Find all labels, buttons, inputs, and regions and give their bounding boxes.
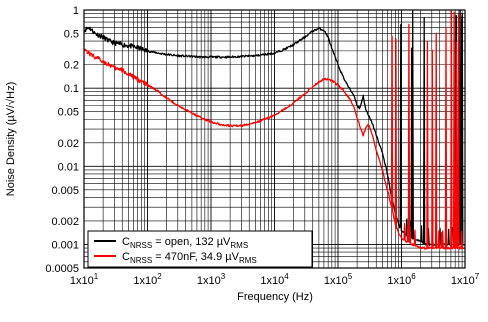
y-tick-label: 0.01	[58, 161, 79, 173]
legend-entry-1: CNRSS = open, 132 µVRMS	[122, 236, 248, 250]
y-tick-label: 0.05	[58, 107, 79, 119]
y-tick-label: 0.001	[51, 239, 79, 251]
x-tick-label: 1x106	[387, 272, 416, 287]
x-tick-label: 1x102	[133, 272, 162, 287]
plot-frame	[83, 9, 466, 269]
x-tick-label: 1x105	[324, 272, 353, 287]
x-tick-labels: 1x101 1x102 1x103 1x104 1x105 1x106 1x107	[70, 272, 480, 287]
y-tick-label: 0.2	[64, 60, 79, 72]
x-tick-label: 1x101	[70, 272, 99, 287]
legend-box	[87, 230, 313, 268]
plot-border	[83, 9, 466, 269]
chart-series	[83, 9, 466, 250]
x-tick-label: 1x104	[260, 272, 289, 287]
x-tick-label: 1x107	[451, 272, 480, 287]
series-line-2	[83, 10, 466, 250]
series-line-1	[83, 9, 466, 247]
y-axis-title: Noise Density (µV/√Hz)	[5, 82, 17, 196]
chart-grid	[83, 9, 465, 269]
y-tick-label: 0.5	[64, 29, 79, 41]
y-tick-label: 0.02	[58, 138, 79, 150]
y-tick-label: 0.002	[51, 216, 79, 228]
y-tick-label: 0.1	[64, 83, 79, 95]
y-tick-label: 1	[73, 5, 79, 17]
y-tick-label: 0.0005	[45, 263, 79, 275]
y-tick-label: 0.005	[51, 185, 79, 197]
x-axis-title: Frequency (Hz)	[237, 291, 313, 303]
x-tick-label: 1x103	[197, 272, 226, 287]
y-tick-labels: 1 0.5 0.2 0.1 0.05 0.02 0.01 0.005 0.002 0.001 0.0…	[45, 5, 79, 275]
legend-entry-2: CNRSS = 470nF, 34.9 µVRMS	[122, 251, 257, 265]
